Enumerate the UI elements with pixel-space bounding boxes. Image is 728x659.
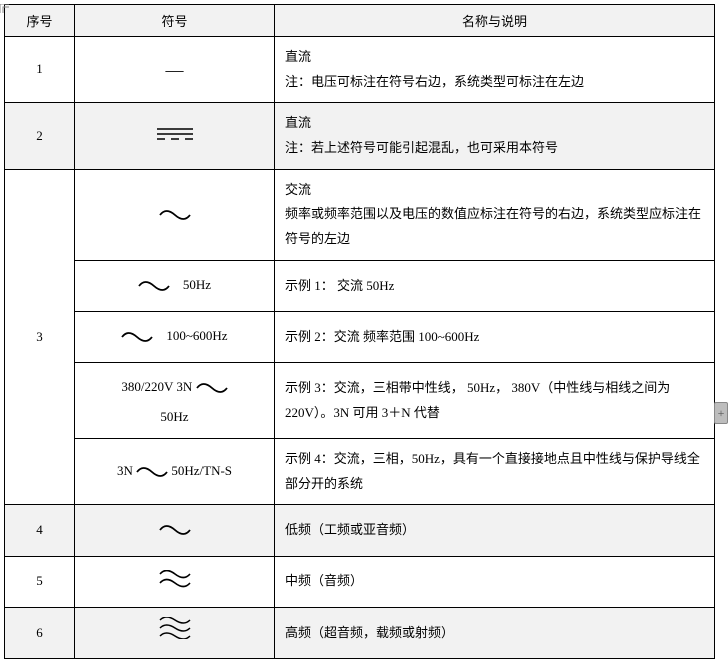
description-cell: 示例 3：交流，三相带中性线， 50Hz， 380V（中性线与相线之间为 220…	[275, 363, 715, 439]
ac1-icon	[196, 371, 228, 405]
description-cell: 示例 1： 交流 50Hz	[275, 260, 715, 311]
symbol-cell: 100~600Hz	[75, 312, 275, 363]
symbol-cell	[75, 103, 275, 169]
table-row: 4 低频（工频或亚音频）	[5, 505, 715, 556]
table-row: 50Hz示例 1： 交流 50Hz	[5, 260, 715, 311]
ac3-icon	[159, 616, 191, 650]
ac2-icon	[159, 565, 191, 599]
index-cell: 5	[5, 556, 75, 607]
table-row: 6 高频（超音频，载频或射频）	[5, 607, 715, 658]
symbols-table: 序号 符号 名称与说明 1—直流注：电压可标注在符号右边，系统类型可标注在左边2…	[4, 4, 715, 659]
index-cell: 2	[5, 103, 75, 169]
ac1-icon	[159, 198, 191, 232]
symbol-cell	[75, 505, 275, 556]
corner-crop-icon	[0, 4, 10, 14]
ac1-icon	[121, 320, 153, 354]
description-cell: 中频（音频）	[275, 556, 715, 607]
index-cell: 4	[5, 505, 75, 556]
ac1-icon	[136, 455, 168, 489]
table-row: 3交流频率或频率范围以及电压的数值应标注在符号的右边，系统类型应标注在符号的左边	[5, 169, 715, 260]
index-cell: 6	[5, 607, 75, 658]
symbol-cell	[75, 556, 275, 607]
header-symbol: 符号	[75, 5, 275, 37]
symbol-cell: —	[75, 37, 275, 103]
table-row: 1—直流注：电压可标注在符号右边，系统类型可标注在左边	[5, 37, 715, 103]
table-row: 380/220V 3N 50Hz示例 3：交流，三相带中性线， 50Hz， 38…	[5, 363, 715, 439]
table-row: 5 中频（音频）	[5, 556, 715, 607]
symbol-cell: 50Hz	[75, 260, 275, 311]
ac1-icon	[159, 513, 191, 547]
description-cell: 直流注：电压可标注在符号右边，系统类型可标注在左边	[275, 37, 715, 103]
description-cell: 高频（超音频，载频或射频）	[275, 607, 715, 658]
header-index: 序号	[5, 5, 75, 37]
description-cell: 示例 2：交流 频率范围 100~600Hz	[275, 312, 715, 363]
symbol-cell	[75, 169, 275, 260]
description-cell: 交流频率或频率范围以及电压的数值应标注在符号的右边，系统类型应标注在符号的左边	[275, 169, 715, 260]
dc_triple-icon	[155, 119, 195, 153]
table-row: 2 直流注：若上述符号可能引起混乱，也可采用本符号	[5, 103, 715, 169]
expand-tab[interactable]: +	[714, 402, 728, 424]
symbol-cell	[75, 607, 275, 658]
table-row: 100~600Hz示例 2：交流 频率范围 100~600Hz	[5, 312, 715, 363]
description-cell: 直流注：若上述符号可能引起混乱，也可采用本符号	[275, 103, 715, 169]
description-cell: 低频（工频或亚音频）	[275, 505, 715, 556]
description-cell: 示例 4：交流，三相，50Hz，具有一个直接接地点且中性线与保护导线全部分开的系…	[275, 439, 715, 505]
symbol-cell: 380/220V 3N 50Hz	[75, 363, 275, 439]
table-row: 3N 50Hz/TN-S示例 4：交流，三相，50Hz，具有一个直接接地点且中性…	[5, 439, 715, 505]
ac1-icon	[138, 269, 170, 303]
index-cell: 3	[5, 169, 75, 505]
symbol-cell: 3N 50Hz/TN-S	[75, 439, 275, 505]
index-cell: 1	[5, 37, 75, 103]
header-description: 名称与说明	[275, 5, 715, 37]
